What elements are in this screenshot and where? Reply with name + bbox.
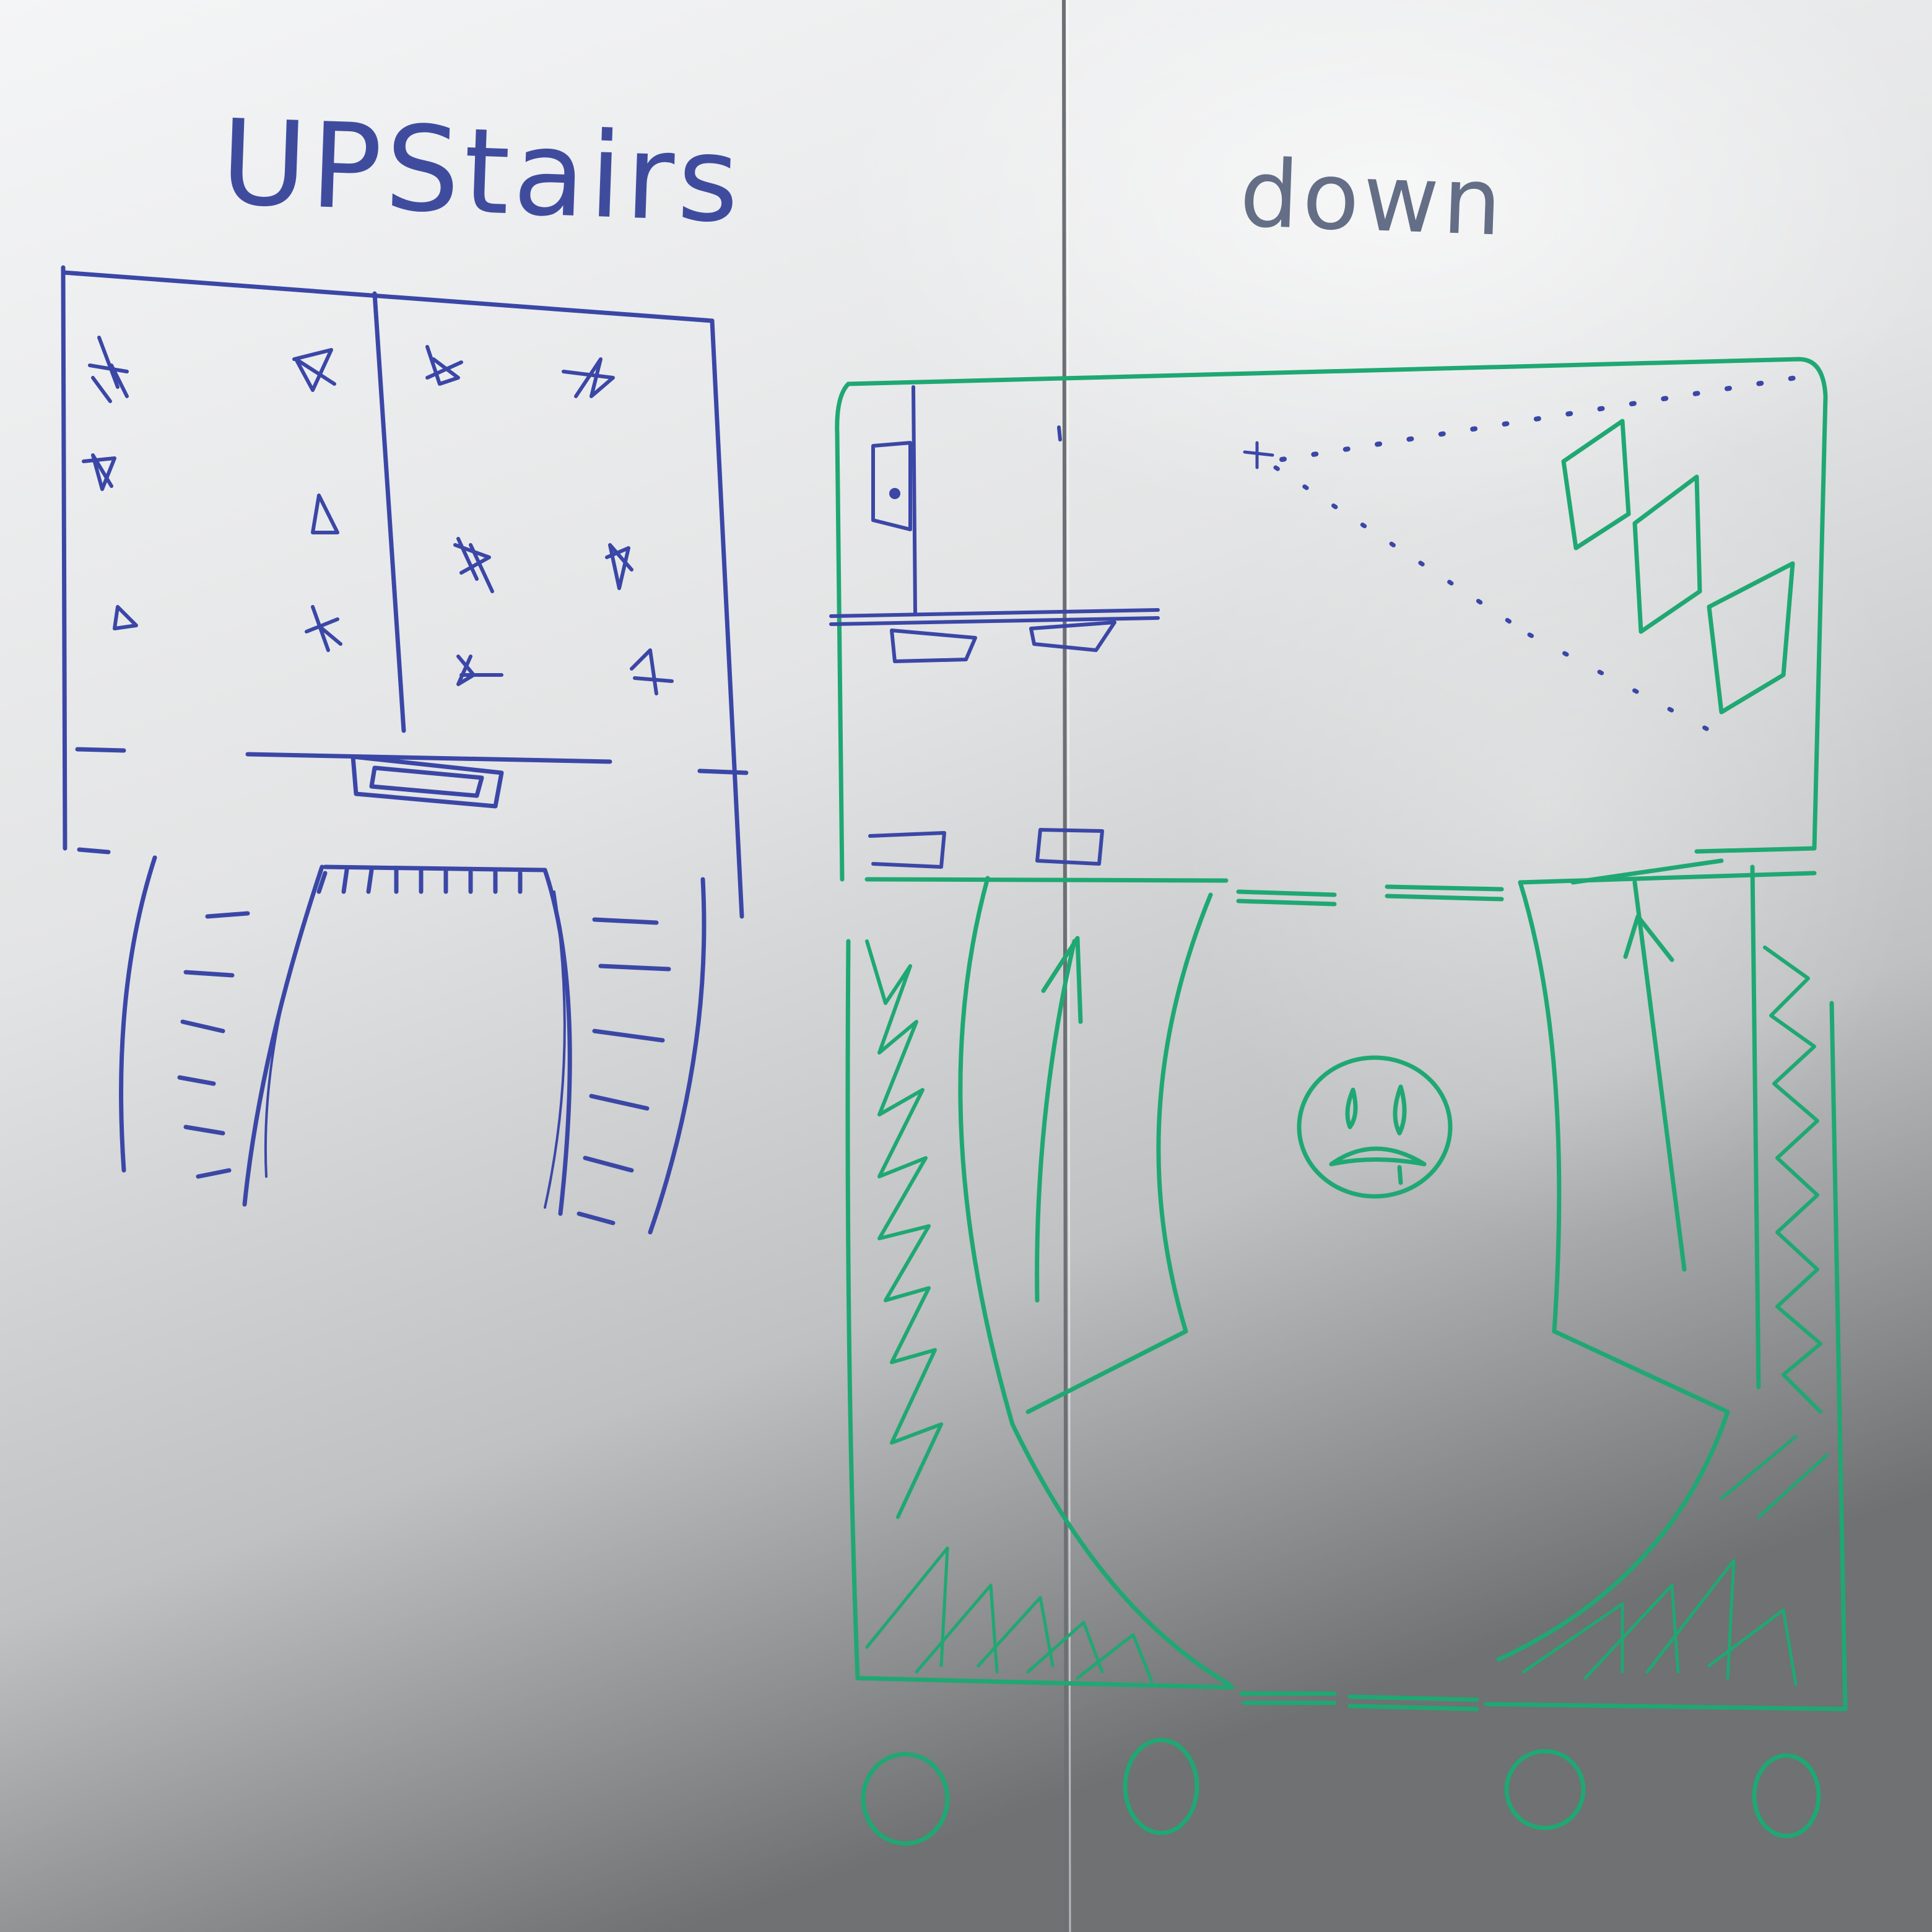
light-glare-lower bbox=[1177, 372, 1920, 1238]
sad-face-mark bbox=[1297, 1055, 1453, 1199]
bottom-circles bbox=[861, 1738, 1821, 1846]
upstairs-floor-plan bbox=[61, 265, 749, 1235]
star-marks bbox=[82, 336, 674, 695]
downstairs-blue-details bbox=[829, 375, 1798, 869]
upstairs-heading: UPStairs bbox=[218, 94, 746, 250]
downstairs-floor-plan bbox=[835, 357, 1848, 1846]
downstairs-heading: down bbox=[1238, 140, 1507, 257]
board-panel-seam bbox=[1062, 0, 1068, 1932]
